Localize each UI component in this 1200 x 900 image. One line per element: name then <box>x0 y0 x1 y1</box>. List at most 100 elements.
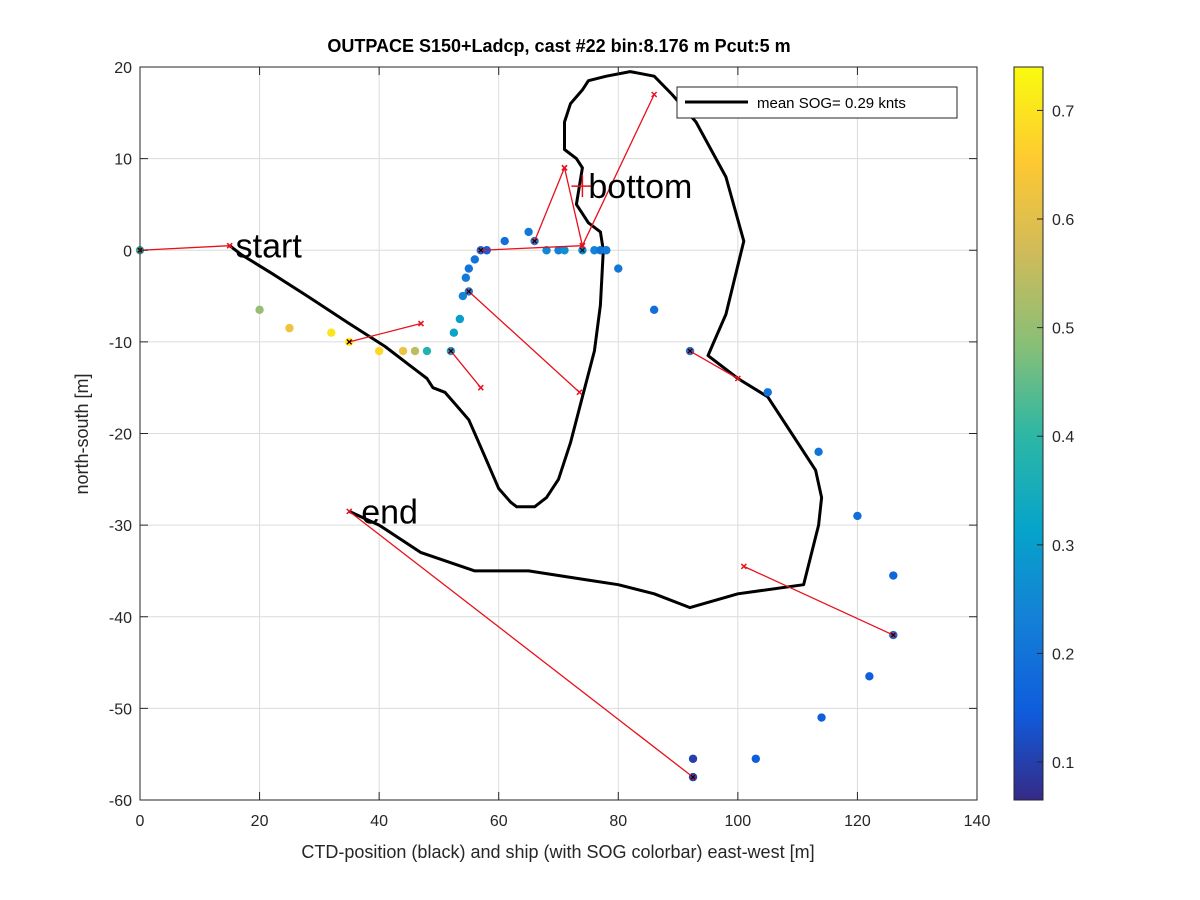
connection-line <box>139 245 230 251</box>
connection-line <box>581 94 655 246</box>
ctd-track-line <box>228 70 824 610</box>
annotation-bottom: bottom <box>588 168 692 206</box>
connection-line <box>563 167 584 246</box>
ctd-position-marker <box>890 632 896 638</box>
y-axis-label: north-south [m] <box>72 373 92 494</box>
ctd-position-marker <box>687 348 693 354</box>
annotation-end: end <box>361 493 418 531</box>
colorbar-tick-label: 0.7 <box>1052 103 1074 120</box>
connection-endpoint-marker <box>579 242 586 249</box>
connection-endpoint-marker <box>226 242 233 249</box>
ship-sog-point <box>398 346 408 356</box>
ship-sog-point <box>461 273 471 282</box>
x-axis-label: CTD-position (black) and ship (with SOG … <box>301 842 814 862</box>
ship-sog-point <box>602 246 611 255</box>
ship-sog-point <box>649 305 659 315</box>
ctd-position-marker <box>690 774 696 780</box>
x-tick-label: 60 <box>490 813 508 830</box>
ship-sog-point <box>374 346 384 356</box>
ship-sog-point <box>327 328 336 337</box>
chart-title: OUTPACE S150+Ladcp, cast #22 bin:8.176 m… <box>327 36 790 56</box>
y-tick-label: 10 <box>114 152 132 169</box>
ship-sog-point <box>865 672 874 681</box>
ctd-position-marker <box>478 247 484 253</box>
y-tick-label: -50 <box>109 701 132 718</box>
ship-sog-point <box>422 346 432 356</box>
ship-sog-point <box>560 246 569 255</box>
colorbar-tick-label: 0.1 <box>1052 755 1074 772</box>
colorbar-tick-label: 0.6 <box>1052 212 1074 229</box>
connection-line <box>480 245 583 251</box>
connection-line <box>450 350 482 389</box>
legend-entry: mean SOG= 0.29 knts <box>757 95 906 112</box>
ship-sog-point <box>255 305 264 315</box>
axis-ticks: 0 20 40 60 80 100 120 14020100-10-20-30-40-50-6… <box>109 60 991 830</box>
y-tick-label: -40 <box>109 610 132 627</box>
ship-sog-point <box>410 346 420 356</box>
connection-line <box>689 350 739 380</box>
connection-endpoint-marker <box>734 375 741 382</box>
colorbar-tick-label: 0.5 <box>1052 321 1074 338</box>
ctd-position-marker <box>448 348 454 354</box>
ship-sog-point <box>688 754 698 763</box>
connection-line <box>743 565 894 636</box>
colorbar-ticks: 0.1 0.2 0.3 0.4 0.5 0.6 0.7 <box>1037 103 1074 772</box>
connection-endpoint-marker <box>651 91 658 98</box>
ship-sog-point <box>470 255 479 264</box>
connection-endpoint-marker <box>576 389 583 396</box>
ctd-position-marker <box>346 339 352 345</box>
ship-sog-point <box>817 713 826 722</box>
connection-line <box>348 510 694 778</box>
connection-endpoint-marker <box>477 384 484 391</box>
ship-sog-point <box>596 246 605 255</box>
ship-sog-point <box>853 511 862 521</box>
plot-area: start bottom end <box>135 70 898 782</box>
ship-sog-point <box>763 388 772 397</box>
ship-sog-point <box>814 447 823 457</box>
bottom-position-cross <box>571 175 594 198</box>
ship-sog-point <box>524 227 533 237</box>
ship-sog-point <box>614 264 623 273</box>
ship-sog-point <box>455 314 465 324</box>
connection-endpoint-marker <box>740 563 747 570</box>
connection-endpoint-marker <box>561 164 568 171</box>
colorbar: 0.1 0.2 0.3 0.4 0.5 0.6 0.7 <box>1013 66 1074 801</box>
colorbar-tick-label: 0.4 <box>1052 429 1074 446</box>
connection-endpoint-marker <box>346 508 353 515</box>
ship-sog-point <box>889 571 898 580</box>
x-tick-label: 140 <box>964 813 991 830</box>
y-tick-label: -20 <box>109 427 132 444</box>
ctd-position-marker <box>580 247 585 253</box>
x-tick-label: 0 <box>136 813 145 830</box>
connection-line <box>349 322 422 343</box>
x-tick-label: 20 <box>251 813 269 830</box>
ship-sog-point <box>751 754 760 763</box>
y-tick-label: 0 <box>123 243 132 260</box>
x-tick-label: 100 <box>725 813 752 830</box>
connection-line <box>468 291 580 393</box>
ship-sog-point <box>285 323 294 333</box>
colorbar-gradient <box>1013 66 1044 801</box>
ship-sog-point <box>458 291 468 301</box>
ship-sog-point <box>554 246 563 255</box>
ship-sog-point <box>590 246 599 255</box>
colorbar-tick-label: 0.2 <box>1052 646 1074 663</box>
ship-sog-point <box>464 264 474 273</box>
ship-sog-point <box>449 328 459 337</box>
x-tick-label: 40 <box>370 813 388 830</box>
connection-line <box>533 167 566 242</box>
y-tick-label: -10 <box>109 335 132 352</box>
x-tick-label: 80 <box>609 813 627 830</box>
colorbar-tick-label: 0.3 <box>1052 538 1074 555</box>
legend: mean SOG= 0.29 knts <box>676 86 958 119</box>
grid <box>140 67 977 800</box>
y-tick-label: -30 <box>109 518 132 535</box>
x-tick-label: 120 <box>844 813 871 830</box>
ctd-position-marker <box>532 238 537 244</box>
ship-sog-point <box>500 236 509 246</box>
y-tick-label: -60 <box>109 793 132 810</box>
ship-sog-point <box>542 246 551 255</box>
ctd-position-marker <box>466 289 472 294</box>
connection-endpoint-marker <box>417 320 425 327</box>
